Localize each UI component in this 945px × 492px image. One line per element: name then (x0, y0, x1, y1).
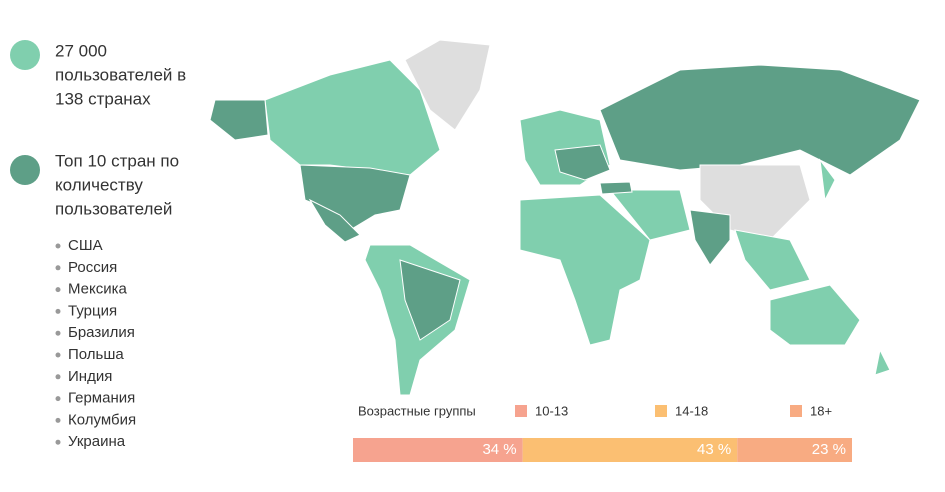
legend-line: 27 000 (55, 41, 107, 60)
country: Колумбия (68, 411, 136, 428)
country-list: США Россия Мексика Турция Бразилия Польша Инди… (55, 237, 136, 450)
brazil (399, 259, 461, 341)
turkey (599, 181, 633, 195)
legend-line: 138 странах (55, 89, 151, 108)
value-label: 23 % (812, 441, 846, 458)
legend-swatch (790, 405, 802, 417)
segment (522, 438, 738, 462)
greenland (404, 39, 491, 131)
country: Германия (68, 390, 135, 407)
legend-label: 10-13 (535, 403, 568, 418)
bullet (55, 330, 61, 336)
australia (769, 284, 861, 346)
legend-line: Топ 10 стран по (55, 151, 179, 170)
country: Польша (68, 346, 124, 363)
legend-swatch (515, 405, 527, 417)
country: Украина (68, 433, 126, 450)
legend: 27 000 пользователей в 138 странах Топ 10 с… (55, 41, 186, 218)
middle-east (608, 189, 691, 241)
segment (737, 438, 852, 462)
bullet (55, 243, 61, 249)
usa (299, 164, 411, 231)
southeast-asia (734, 229, 811, 291)
central-europe (554, 144, 611, 181)
age-title: Возрастные группы (358, 403, 476, 418)
legend-line: пользователей в (55, 65, 186, 84)
legend-swatch (655, 405, 667, 417)
country: Индия (68, 368, 112, 385)
legend-label: 18+ (810, 403, 832, 418)
bullet (55, 439, 61, 445)
bullet (55, 417, 61, 423)
new-zealand (874, 348, 891, 376)
mexico (308, 198, 361, 243)
age-chart: 10-13 34 % 14-18 43 % 18+ 23 % (353, 403, 852, 462)
country: Турция (68, 302, 117, 319)
india (689, 209, 731, 266)
bullet (55, 374, 61, 380)
segment (353, 438, 523, 462)
value-label: 43 % (697, 441, 731, 458)
country: Мексика (68, 281, 128, 298)
legend-line: пользователей (55, 199, 172, 218)
bullet (55, 265, 61, 271)
legend-dot-light (10, 40, 40, 70)
africa (519, 194, 651, 346)
bullet (55, 308, 61, 314)
russia (599, 64, 921, 176)
country: Бразилия (68, 324, 135, 341)
legend-dot-dark (10, 155, 40, 185)
japan (819, 158, 836, 202)
legend-label: 14-18 (675, 403, 708, 418)
alaska (209, 99, 269, 141)
country: Россия (68, 259, 117, 276)
legend-line: количеству (55, 175, 143, 194)
bullet (55, 352, 61, 358)
bullet (55, 396, 61, 402)
value-label: 34 % (482, 441, 516, 458)
world-map (209, 39, 921, 396)
bullet (55, 287, 61, 293)
country: США (68, 237, 103, 254)
